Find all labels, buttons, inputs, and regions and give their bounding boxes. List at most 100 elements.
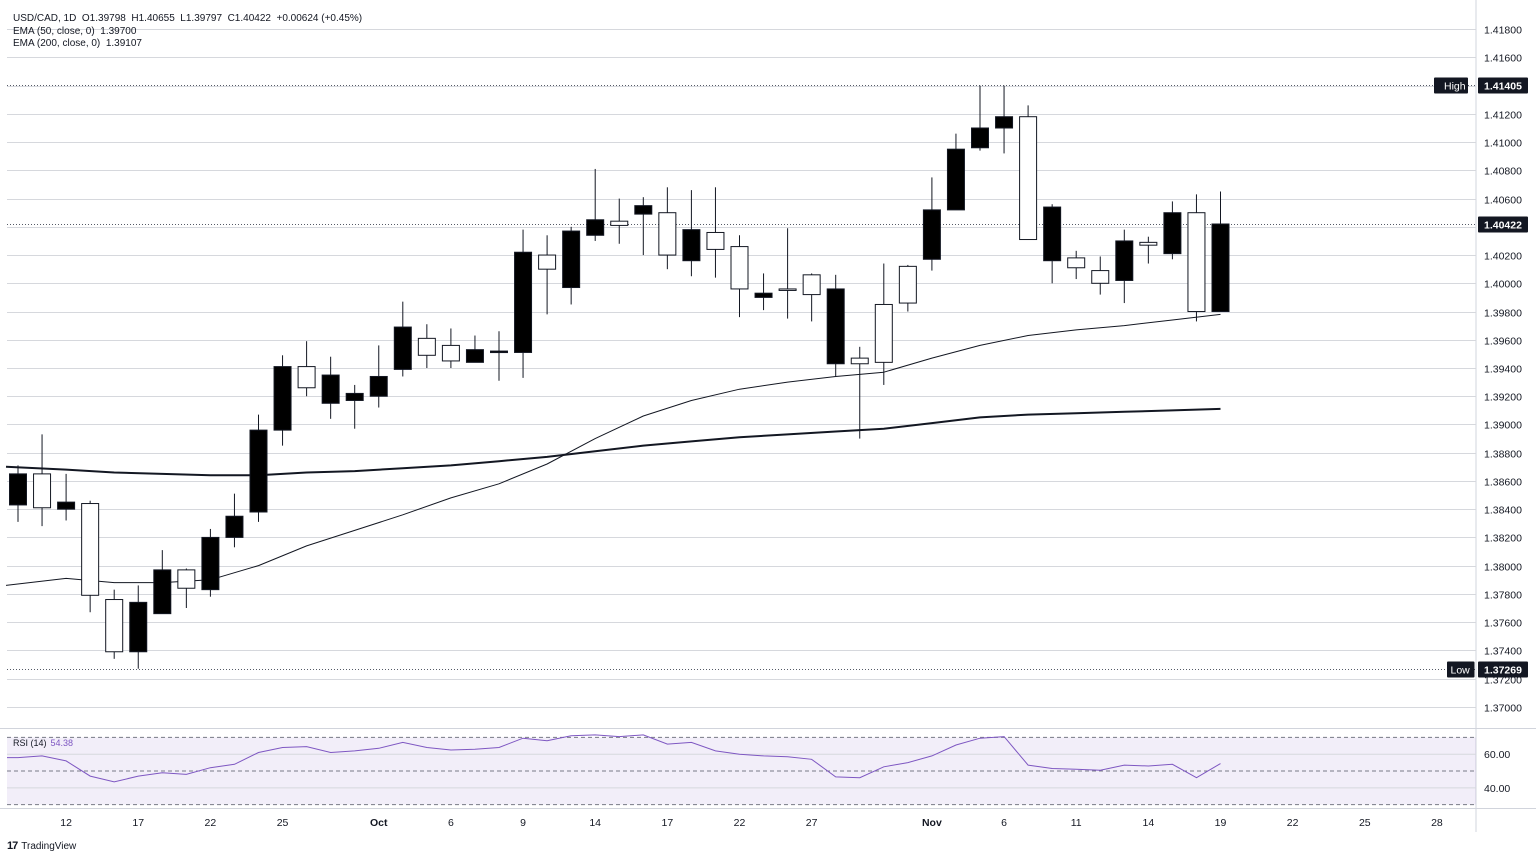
candle	[225, 493, 244, 548]
candle	[586, 168, 605, 241]
candle-body	[177, 569, 196, 589]
candle-body	[441, 344, 460, 362]
candle	[634, 197, 653, 256]
price-tick-label: 1.37800	[1484, 590, 1522, 602]
candle-body	[1163, 212, 1182, 255]
time-tick-label: Nov	[922, 817, 942, 829]
time-tick-label: Oct	[370, 817, 388, 829]
candle	[826, 274, 845, 377]
candle-body	[826, 288, 845, 365]
time-tick-label: 28	[1431, 817, 1443, 829]
reference-tag-label: High	[1444, 81, 1466, 93]
time-tick-label: 14	[1143, 817, 1155, 829]
candle-body	[81, 503, 100, 596]
candle	[778, 228, 797, 319]
candle-body	[225, 515, 244, 538]
candle-body	[802, 274, 821, 296]
price-tick-label: 1.39000	[1484, 420, 1522, 432]
price-tick-label: 1.38600	[1484, 477, 1522, 489]
reference-value-box	[1478, 216, 1528, 233]
time-tick-label: 17	[662, 817, 674, 829]
tradingview-name: TradingView	[21, 840, 77, 852]
candle-body	[297, 366, 316, 389]
candle-body	[465, 349, 484, 363]
candle	[249, 414, 268, 522]
reference-value-label: 1.41405	[1484, 81, 1522, 93]
candle	[9, 465, 27, 522]
candle-body	[345, 392, 364, 401]
candle	[201, 528, 220, 597]
legend-ema200-text: EMA (200, close, 0) 1.39107	[13, 38, 142, 49]
candle-body	[1139, 241, 1158, 246]
tradingview-logo[interactable]: 17 TradingView	[7, 840, 76, 852]
candle	[658, 187, 677, 270]
time-tick-label: 17	[132, 817, 144, 829]
candle	[1187, 194, 1206, 322]
legend: USD/CAD, 1D O1.39798 H1.40655 L1.39797 C…	[13, 13, 362, 51]
time-tick-label: 19	[1215, 817, 1227, 829]
time-tick-label: 6	[1001, 817, 1007, 829]
price-tick-label: 1.39400	[1484, 364, 1522, 376]
candle	[129, 585, 148, 669]
candle-body	[682, 229, 701, 262]
rsi-band	[7, 737, 1476, 805]
candle-body	[995, 116, 1014, 129]
candle-body	[754, 292, 773, 298]
candle	[57, 473, 76, 521]
candle-body	[105, 599, 124, 653]
candle-body	[1019, 116, 1038, 241]
time-tick-label: 14	[589, 817, 601, 829]
candle-body	[898, 265, 917, 304]
candle-body	[273, 366, 292, 431]
rsi-legend-label: RSI (14)	[13, 738, 47, 748]
legend-ema50: EMA (50, close, 0) 1.39700	[13, 26, 362, 39]
time-tick-label: 22	[1287, 817, 1299, 829]
candle	[1163, 201, 1182, 260]
candle	[898, 264, 917, 312]
price-tick-label: 1.41000	[1484, 138, 1522, 150]
time-tick-label: 11	[1071, 817, 1082, 829]
candle	[946, 133, 965, 211]
candle-body	[778, 288, 797, 291]
ema200-line	[5, 407, 1221, 477]
candle-body	[33, 473, 52, 509]
time-tick-label: 9	[520, 817, 526, 829]
candle-body	[369, 375, 388, 397]
reference-value-box	[1478, 661, 1528, 678]
price-tick-label: 1.38400	[1484, 505, 1522, 517]
candle-body	[922, 209, 941, 260]
candle-body	[946, 148, 965, 211]
candle-body	[1115, 240, 1134, 281]
candle-body	[971, 127, 989, 149]
price-tick-label: 1.41600	[1484, 53, 1522, 65]
legend-ema50-text: EMA (50, close, 0) 1.39700	[13, 25, 137, 37]
candle-body	[586, 219, 605, 236]
candle	[706, 187, 725, 278]
time-tick-label: 22	[734, 817, 746, 829]
candle-body	[514, 251, 533, 353]
candle-body	[706, 231, 725, 250]
candle	[1043, 204, 1062, 284]
candle	[33, 434, 52, 527]
candle-body	[249, 429, 268, 513]
candle	[321, 356, 340, 419]
candle-body	[1067, 257, 1086, 269]
candle	[105, 589, 124, 659]
candle	[754, 273, 773, 311]
reference-tag-box	[1434, 77, 1468, 94]
price-tick-label: 1.39600	[1484, 336, 1522, 348]
candle	[465, 335, 484, 363]
rsi-line	[7, 734, 1221, 783]
legend-ohlc: USD/CAD, 1D O1.39798 H1.40655 L1.39797 C…	[13, 13, 362, 26]
price-tick-label: 1.38200	[1484, 533, 1522, 545]
rsi-tick-label: 40.00	[1484, 783, 1510, 795]
time-tick-label: 25	[1359, 817, 1371, 829]
candle	[538, 235, 557, 315]
candle	[1067, 250, 1086, 280]
candle	[802, 273, 821, 322]
candle-body	[57, 501, 76, 510]
candle-body	[153, 569, 172, 615]
legend-ema200: EMA (200, close, 0) 1.39107	[13, 38, 362, 51]
time-tick-label: 22	[205, 817, 217, 829]
